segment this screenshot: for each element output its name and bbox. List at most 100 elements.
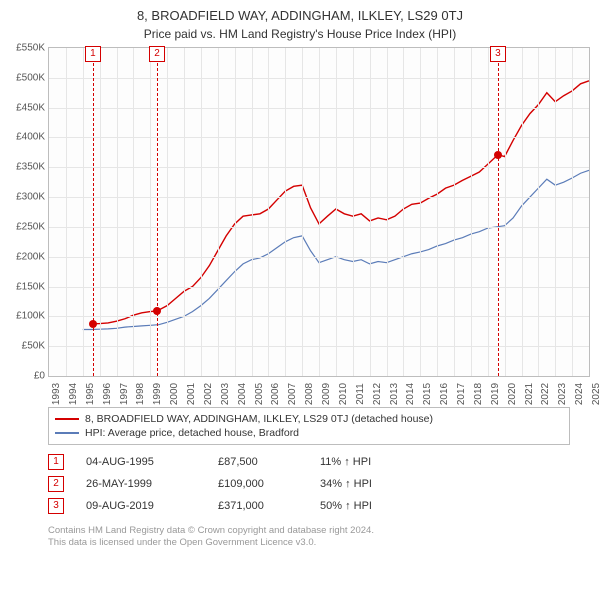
- x-axis-label: 2020: [505, 383, 518, 405]
- x-axis-label: 2008: [302, 383, 315, 405]
- gridline-v: [100, 48, 101, 376]
- x-axis-label: 1995: [83, 383, 96, 405]
- sales-table: 104-AUG-1995£87,50011% ↑ HPI226-MAY-1999…: [48, 451, 570, 517]
- x-axis-label: 2014: [403, 383, 416, 405]
- y-axis-label: £0: [34, 371, 49, 382]
- y-axis-label: £300K: [16, 192, 49, 203]
- gridline-v: [252, 48, 253, 376]
- x-axis-label: 2010: [336, 383, 349, 405]
- legend-swatch: [55, 418, 79, 420]
- x-axis-label: 2007: [285, 383, 298, 405]
- marker-badge-3: 3: [490, 46, 506, 62]
- gridline-v: [488, 48, 489, 376]
- x-axis-label: 2025: [589, 383, 600, 405]
- gridline-v: [336, 48, 337, 376]
- x-axis-label: 2000: [167, 383, 180, 405]
- gridline-v: [319, 48, 320, 376]
- sale-row-2: 226-MAY-1999£109,00034% ↑ HPI: [48, 473, 570, 495]
- gridline-v: [420, 48, 421, 376]
- x-axis-label: 1994: [66, 383, 79, 405]
- marker-line-3: [498, 48, 499, 376]
- sale-date: 26-MAY-1999: [86, 478, 196, 490]
- y-axis-label: £550K: [16, 43, 49, 54]
- chart-area: £0£50K£100K£150K£200K£250K£300K£350K£400…: [48, 47, 590, 399]
- gridline-v: [66, 48, 67, 376]
- x-axis-label: 2002: [201, 383, 214, 405]
- gridline-v: [454, 48, 455, 376]
- gridline-v: [285, 48, 286, 376]
- y-axis-label: £150K: [16, 281, 49, 292]
- y-axis-label: £350K: [16, 162, 49, 173]
- x-axis-label: 2022: [538, 383, 551, 405]
- gridline-v: [133, 48, 134, 376]
- x-axis-label: 2023: [555, 383, 568, 405]
- legend-label: 8, BROADFIELD WAY, ADDINGHAM, ILKLEY, LS…: [85, 413, 433, 425]
- y-axis-label: £450K: [16, 102, 49, 113]
- marker-dot-2: [153, 307, 161, 315]
- x-axis-label: 2003: [218, 383, 231, 405]
- gridline-v: [201, 48, 202, 376]
- marker-dot-1: [89, 320, 97, 328]
- gridline-v: [522, 48, 523, 376]
- footer-attribution: Contains HM Land Registry data © Crown c…: [48, 525, 570, 550]
- chart-title: 8, BROADFIELD WAY, ADDINGHAM, ILKLEY, LS…: [0, 0, 600, 23]
- gridline-v: [117, 48, 118, 376]
- gridline-v: [471, 48, 472, 376]
- gridline-v: [353, 48, 354, 376]
- x-axis-label: 2004: [235, 383, 248, 405]
- gridline-v: [83, 48, 84, 376]
- y-axis-label: £200K: [16, 251, 49, 262]
- sale-price: £87,500: [218, 456, 298, 468]
- y-axis-label: £250K: [16, 221, 49, 232]
- legend-row: 8, BROADFIELD WAY, ADDINGHAM, ILKLEY, LS…: [55, 412, 563, 426]
- legend-swatch: [55, 432, 79, 434]
- marker-badge-1: 1: [85, 46, 101, 62]
- gridline-v: [555, 48, 556, 376]
- gridline-v: [302, 48, 303, 376]
- sale-badge: 2: [48, 476, 64, 492]
- x-axis-label: 1993: [49, 383, 62, 405]
- sale-delta: 11% ↑ HPI: [320, 456, 371, 468]
- marker-dot-3: [494, 151, 502, 159]
- x-axis-label: 1999: [150, 383, 163, 405]
- x-axis-label: 1997: [117, 383, 130, 405]
- sale-date: 09-AUG-2019: [86, 500, 196, 512]
- y-axis-label: £400K: [16, 132, 49, 143]
- gridline-v: [150, 48, 151, 376]
- gridline-v: [167, 48, 168, 376]
- gridline-v: [572, 48, 573, 376]
- sale-delta: 34% ↑ HPI: [320, 478, 372, 490]
- plot-region: £0£50K£100K£150K£200K£250K£300K£350K£400…: [48, 47, 590, 377]
- sale-row-1: 104-AUG-1995£87,50011% ↑ HPI: [48, 451, 570, 473]
- footer-line-2: This data is licensed under the Open Gov…: [48, 537, 570, 549]
- x-axis-label: 2005: [252, 383, 265, 405]
- gridline-v: [184, 48, 185, 376]
- legend-label: HPI: Average price, detached house, Brad…: [85, 427, 299, 439]
- x-axis-label: 2019: [488, 383, 501, 405]
- chart-subtitle: Price paid vs. HM Land Registry's House …: [0, 23, 600, 47]
- gridline-v: [218, 48, 219, 376]
- y-axis-label: £500K: [16, 72, 49, 83]
- x-axis-label: 2011: [353, 383, 366, 405]
- y-axis-label: £100K: [16, 311, 49, 322]
- x-axis-label: 1996: [100, 383, 113, 405]
- x-axis-label: 2015: [420, 383, 433, 405]
- sale-price: £371,000: [218, 500, 298, 512]
- legend-box: 8, BROADFIELD WAY, ADDINGHAM, ILKLEY, LS…: [48, 407, 570, 445]
- x-axis-label: 2017: [454, 383, 467, 405]
- sale-row-3: 309-AUG-2019£371,00050% ↑ HPI: [48, 495, 570, 517]
- gridline-v: [387, 48, 388, 376]
- x-axis-label: 2012: [370, 383, 383, 405]
- gridline-v: [505, 48, 506, 376]
- y-axis-label: £50K: [22, 341, 49, 352]
- x-axis-label: 2021: [522, 383, 535, 405]
- x-axis-label: 2016: [437, 383, 450, 405]
- x-axis-label: 2006: [268, 383, 281, 405]
- gridline-v: [437, 48, 438, 376]
- x-axis-label: 2024: [572, 383, 585, 405]
- gridline-v: [403, 48, 404, 376]
- gridline-v: [235, 48, 236, 376]
- x-axis-label: 2018: [471, 383, 484, 405]
- legend-row: HPI: Average price, detached house, Brad…: [55, 426, 563, 440]
- x-axis-label: 1998: [133, 383, 146, 405]
